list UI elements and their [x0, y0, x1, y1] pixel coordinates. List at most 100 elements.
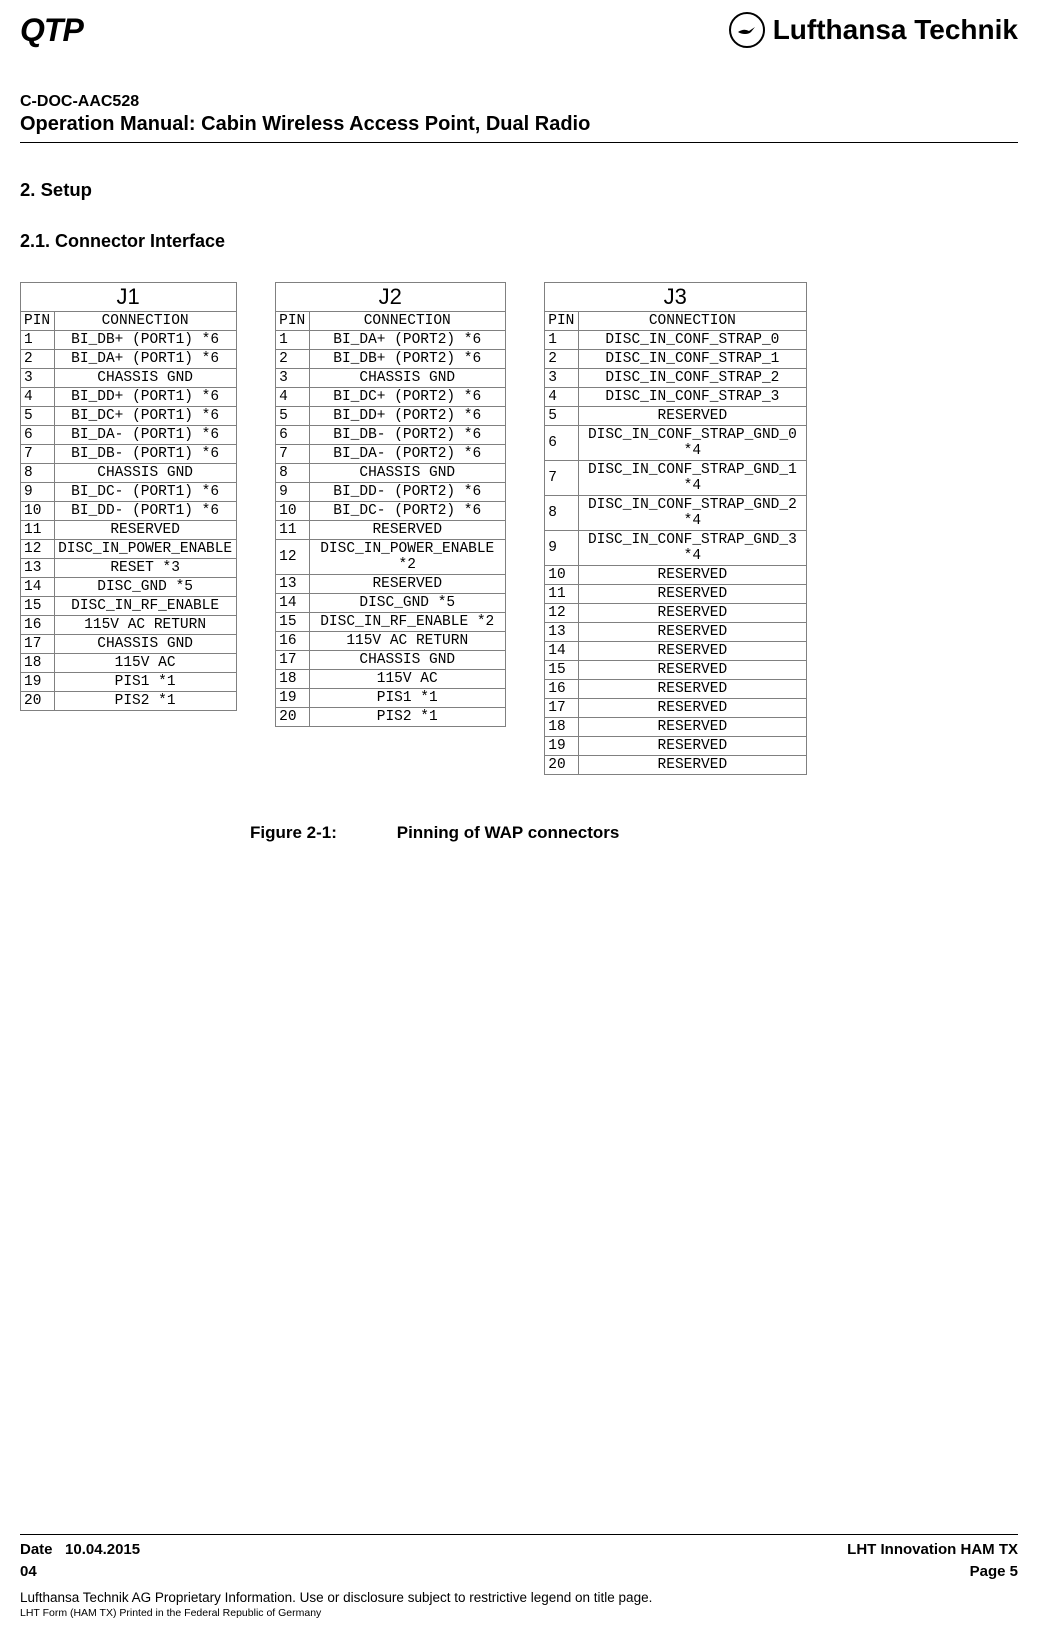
pin-cell: 4 [276, 388, 310, 407]
connection-cell: RESERVED [579, 566, 807, 585]
table-row: 2BI_DB+ (PORT2) *6 [276, 350, 506, 369]
pin-cell: 2 [21, 350, 55, 369]
table-row: 3CHASSIS GND [21, 369, 237, 388]
pin-cell: 8 [545, 496, 579, 531]
table-row: 8CHASSIS GND [21, 464, 237, 483]
connection-cell: BI_DD+ (PORT2) *6 [310, 407, 506, 426]
table-row: 10BI_DD- (PORT1) *6 [21, 502, 237, 521]
connection-cell: DISC_IN_CONF_STRAP_3 [579, 388, 807, 407]
pin-cell: 3 [276, 369, 310, 388]
pin-cell: 18 [545, 718, 579, 737]
connection-cell: BI_DB- (PORT2) *6 [310, 426, 506, 445]
connection-cell: BI_DA- (PORT2) *6 [310, 445, 506, 464]
table-row: 14DISC_GND *5 [21, 578, 237, 597]
connection-cell: 115V AC RETURN [310, 632, 506, 651]
header-divider [20, 142, 1018, 143]
pin-cell: 7 [545, 461, 579, 496]
table-row: 2DISC_IN_CONF_STRAP_1 [545, 350, 807, 369]
table-row: 15DISC_IN_RF_ENABLE [21, 597, 237, 616]
pin-cell: 3 [21, 369, 55, 388]
table-row: 8DISC_IN_CONF_STRAP_GND_2 *4 [545, 496, 807, 531]
pin-cell: 8 [21, 464, 55, 483]
pin-cell: 17 [276, 651, 310, 670]
pin-cell: 17 [21, 635, 55, 654]
pin-cell: 1 [545, 331, 579, 350]
connection-cell: RESERVED [579, 661, 807, 680]
connection-cell: BI_DC- (PORT1) *6 [55, 483, 237, 502]
footer: Date 10.04.2015 LHT Innovation HAM TX 04… [20, 1534, 1018, 1619]
connection-cell: PIS1 *1 [55, 673, 237, 692]
connection-cell: 115V AC RETURN [55, 616, 237, 635]
footer-row-2: 04 Page 5 [20, 1563, 1018, 1580]
table-row: 14DISC_GND *5 [276, 594, 506, 613]
connection-cell: DISC_IN_CONF_STRAP_GND_2 *4 [579, 496, 807, 531]
table-row: 9BI_DD- (PORT2) *6 [276, 483, 506, 502]
section-heading-2-1: 2.1. Connector Interface [20, 231, 1018, 252]
pin-cell: 5 [21, 407, 55, 426]
table-row: 6BI_DB- (PORT2) *6 [276, 426, 506, 445]
table-row: 15RESERVED [545, 661, 807, 680]
figure-label: Figure 2-1: [250, 823, 392, 843]
pin-cell: 16 [21, 616, 55, 635]
pin-header: PIN [545, 312, 579, 331]
pin-cell: 12 [545, 604, 579, 623]
pin-cell: 2 [545, 350, 579, 369]
connection-cell: RESERVED [310, 521, 506, 540]
pin-cell: 7 [21, 445, 55, 464]
connection-cell: RESERVED [579, 756, 807, 775]
pin-cell: 10 [21, 502, 55, 521]
pin-cell: 20 [276, 708, 310, 727]
table-row: 11RESERVED [21, 521, 237, 540]
pin-cell: 17 [545, 699, 579, 718]
pin-cell: 6 [276, 426, 310, 445]
connection-cell: BI_DA+ (PORT2) *6 [310, 331, 506, 350]
footer-divider [20, 1534, 1018, 1535]
footer-right-top: LHT Innovation HAM TX [847, 1541, 1018, 1558]
table-row: 10RESERVED [545, 566, 807, 585]
connection-cell: RESERVED [579, 642, 807, 661]
connection-cell: BI_DD+ (PORT1) *6 [55, 388, 237, 407]
table-row: 17RESERVED [545, 699, 807, 718]
crane-logo-icon [729, 12, 765, 48]
footer-row-1: Date 10.04.2015 LHT Innovation HAM TX [20, 1541, 1018, 1558]
pin-cell: 10 [276, 502, 310, 521]
table-row: 16115V AC RETURN [276, 632, 506, 651]
connection-cell: DISC_IN_RF_ENABLE *2 [310, 613, 506, 632]
table-row: 5BI_DC+ (PORT1) *6 [21, 407, 237, 426]
pin-cell: 9 [21, 483, 55, 502]
header-row: QTP Lufthansa Technik [20, 12, 1018, 49]
connection-cell: BI_DD- (PORT1) *6 [55, 502, 237, 521]
connection-cell: 115V AC [55, 654, 237, 673]
connection-cell: PIS2 *1 [55, 692, 237, 711]
connection-cell: BI_DB- (PORT1) *6 [55, 445, 237, 464]
table-row: 13RESET *3 [21, 559, 237, 578]
connection-cell: RESERVED [310, 575, 506, 594]
table-row: 1BI_DB+ (PORT1) *6 [21, 331, 237, 350]
connection-cell: BI_DB+ (PORT1) *6 [55, 331, 237, 350]
date-label: Date [20, 1541, 53, 1558]
pin-cell: 14 [21, 578, 55, 597]
table-title: J2 [276, 283, 506, 312]
crane-icon [735, 18, 759, 42]
pin-header: PIN [276, 312, 310, 331]
pin-table-j1: J1PINCONNECTION1BI_DB+ (PORT1) *62BI_DA+… [20, 282, 237, 711]
connection-cell: RESET *3 [55, 559, 237, 578]
table-row: 19PIS1 *1 [21, 673, 237, 692]
pin-cell: 4 [545, 388, 579, 407]
connection-cell: RESERVED [579, 680, 807, 699]
connection-cell: RESERVED [579, 623, 807, 642]
table-title: J1 [21, 283, 237, 312]
footer-proprietary: Lufthansa Technik AG Proprietary Informa… [20, 1590, 1018, 1605]
pin-cell: 11 [545, 585, 579, 604]
table-row: 13RESERVED [276, 575, 506, 594]
pin-cell: 9 [545, 531, 579, 566]
pin-cell: 2 [276, 350, 310, 369]
qtp-label: QTP [20, 12, 83, 49]
footer-date: Date 10.04.2015 [20, 1541, 140, 1558]
connection-cell: CHASSIS GND [55, 369, 237, 388]
table-row: 4BI_DD+ (PORT1) *6 [21, 388, 237, 407]
pin-cell: 7 [276, 445, 310, 464]
table-row: 2BI_DA+ (PORT1) *6 [21, 350, 237, 369]
table-row: 7BI_DB- (PORT1) *6 [21, 445, 237, 464]
connection-cell: DISC_IN_CONF_STRAP_GND_3 *4 [579, 531, 807, 566]
